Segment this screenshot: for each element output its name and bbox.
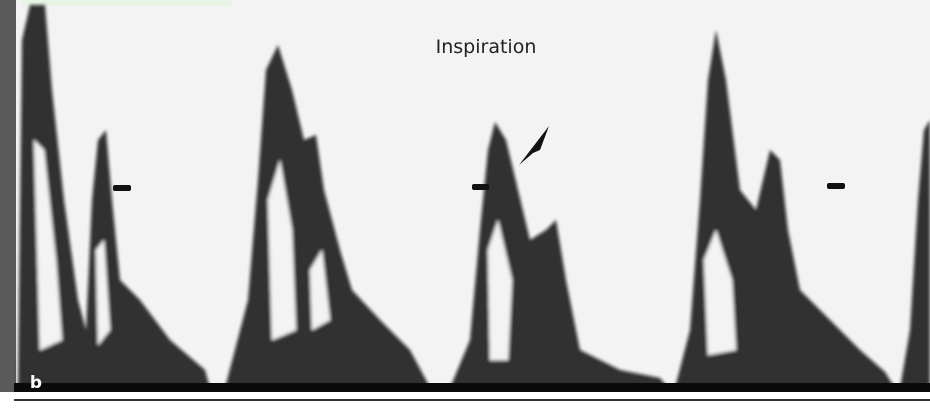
marker-dash xyxy=(472,184,489,190)
left-strip xyxy=(0,0,16,392)
baseline-line xyxy=(14,399,930,401)
doppler-image: Inspiration b xyxy=(0,0,930,413)
top-tab xyxy=(22,0,232,6)
inspiration-label: Inspiration xyxy=(436,36,537,58)
marker-dash xyxy=(827,183,845,189)
marker-dash xyxy=(113,185,131,191)
panel-label: b xyxy=(30,373,42,393)
baseline-band xyxy=(14,383,930,392)
